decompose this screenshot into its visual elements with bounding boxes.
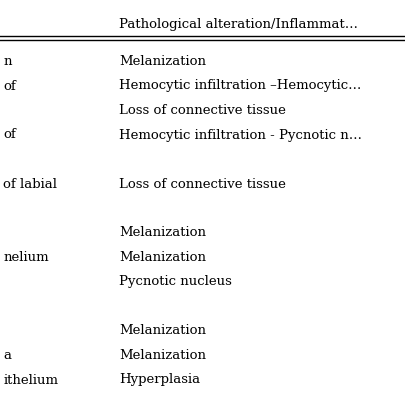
Text: Melanization: Melanization xyxy=(119,226,207,239)
Text: Loss of connective tissue: Loss of connective tissue xyxy=(119,104,286,117)
Text: nelium: nelium xyxy=(3,251,49,264)
Text: of: of xyxy=(3,79,16,92)
Text: Melanization: Melanization xyxy=(119,349,207,362)
Text: Hemocytic infiltration –Hemocytic…: Hemocytic infiltration –Hemocytic… xyxy=(119,79,362,92)
Text: ithelium: ithelium xyxy=(3,373,58,386)
Text: Hemocytic infiltration - Pycnotic n…: Hemocytic infiltration - Pycnotic n… xyxy=(119,128,362,141)
Text: a: a xyxy=(3,349,11,362)
Text: Pathological alteration/Inflammat…: Pathological alteration/Inflammat… xyxy=(119,18,358,31)
Text: Melanization: Melanization xyxy=(119,251,207,264)
Text: Loss of connective tissue: Loss of connective tissue xyxy=(119,177,286,190)
Text: of: of xyxy=(3,128,16,141)
Text: Pycnotic nucleus: Pycnotic nucleus xyxy=(119,275,232,288)
Text: n: n xyxy=(3,55,12,68)
Text: Melanization: Melanization xyxy=(119,324,207,337)
Text: Hyperplasia: Hyperplasia xyxy=(119,373,200,386)
Text: Melanization: Melanization xyxy=(119,55,207,68)
Text: of labial: of labial xyxy=(3,177,57,190)
